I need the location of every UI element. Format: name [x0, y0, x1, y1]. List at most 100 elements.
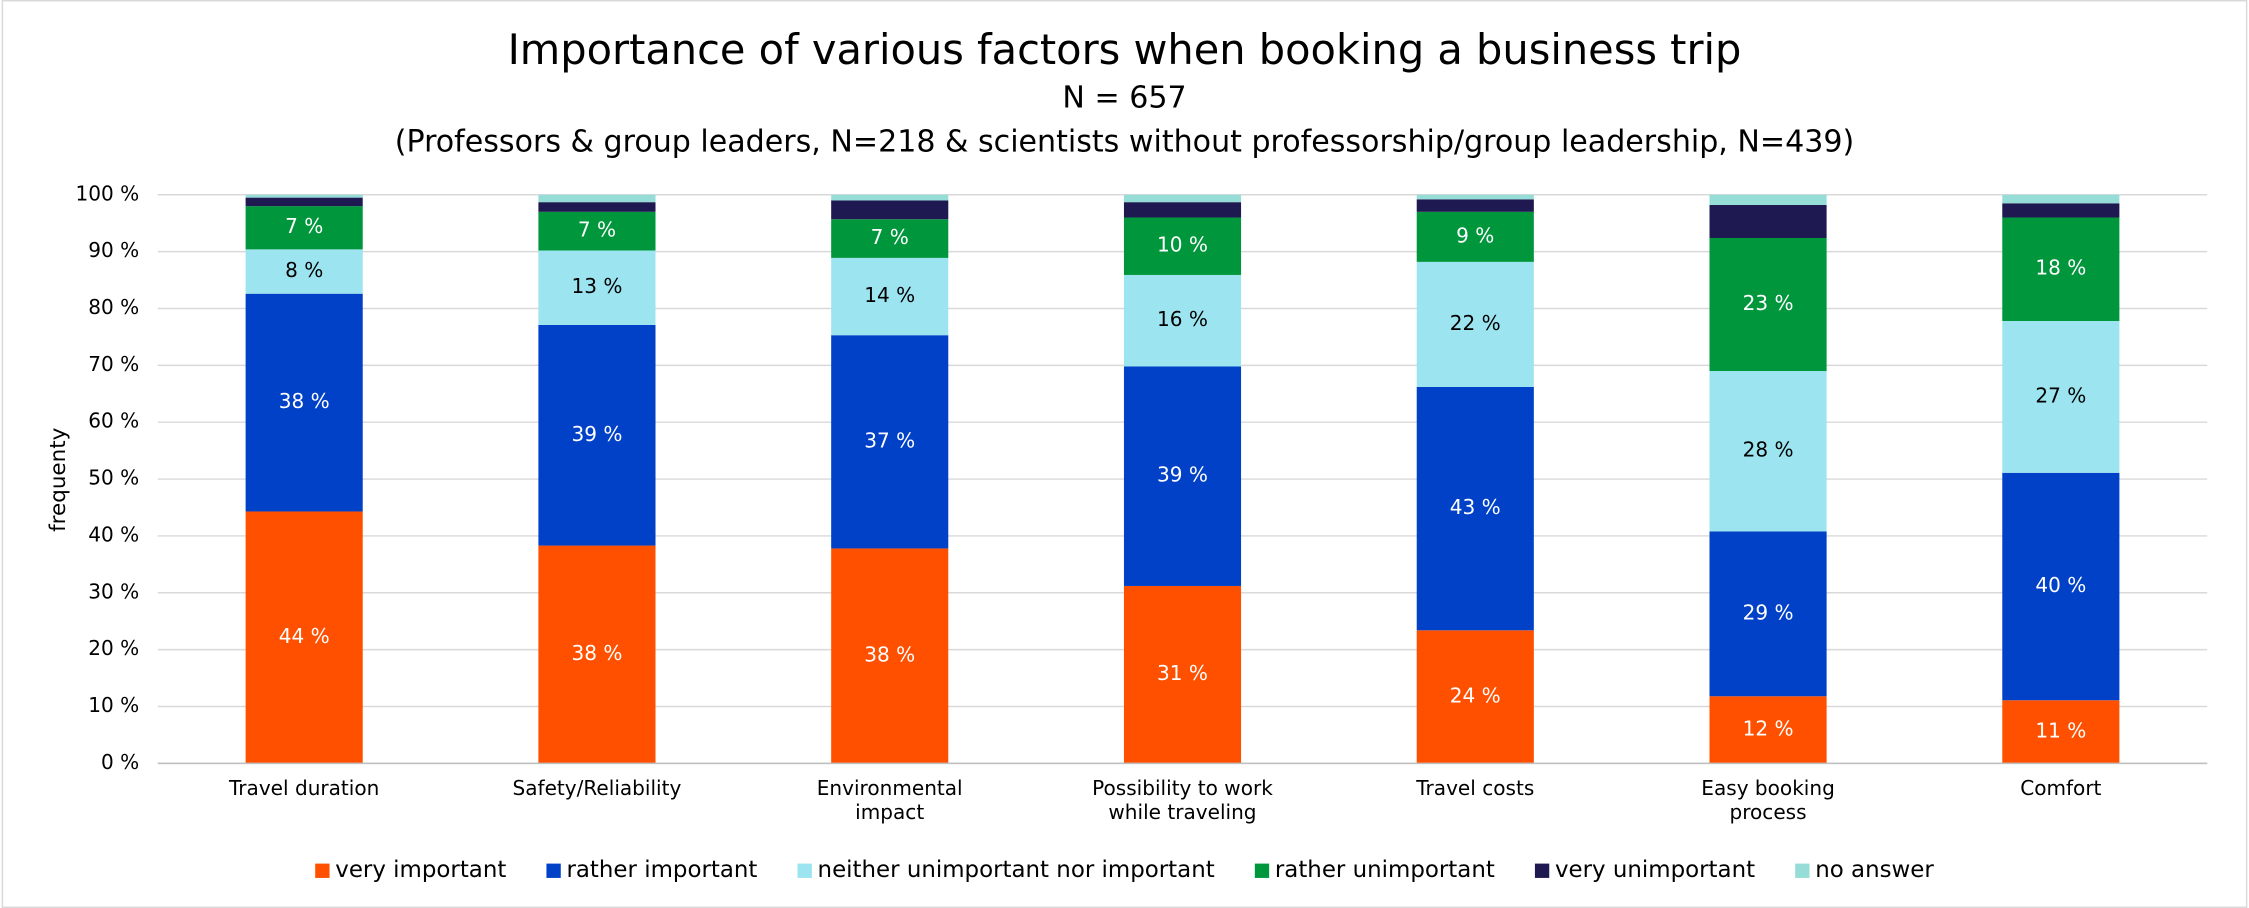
- x-label-box: Travel costs: [1416, 777, 1535, 801]
- legend: very important rather important neither un…: [315, 857, 1934, 883]
- bar-segment: [1416, 261, 1534, 387]
- chart-subtitle: (Professors & group leaders, N=218 & sci…: [395, 125, 1854, 160]
- data-label: 29 %: [1743, 600, 1794, 624]
- chart-title: Importance of various factors when booki…: [508, 25, 1742, 74]
- bar-segment: [1123, 366, 1242, 586]
- data-label: 18 %: [2035, 256, 2086, 280]
- x-tick-label: Easy booking process: [1701, 777, 1835, 825]
- bar-segment: [831, 257, 949, 336]
- bar-segment: [1416, 194, 1534, 200]
- bar-segment: [831, 194, 949, 201]
- legend-label: very unimportant: [1555, 857, 1755, 883]
- legend-swatch: [1795, 863, 1810, 878]
- legend-swatch: [546, 863, 561, 878]
- x-label-box: Comfort: [2020, 777, 2102, 801]
- data-label: 11 %: [2035, 718, 2086, 742]
- x-tick-label: Travel duration: [228, 777, 380, 801]
- y-tick-label: 0 %: [101, 750, 139, 774]
- bar-segment: [1709, 194, 1827, 206]
- bar-segment: [245, 206, 363, 250]
- bar-segment: [2002, 217, 2120, 321]
- x-label-box: Safety/Reliability: [512, 777, 682, 801]
- data-label: 14 %: [864, 283, 915, 307]
- y-axis-label: frequenty: [46, 427, 71, 532]
- data-label: 39 %: [1157, 463, 1208, 487]
- legend-swatch: [315, 863, 330, 878]
- bar-segment: [2002, 203, 2120, 218]
- bar-segment: [1416, 199, 1534, 212]
- bar-segment: [1416, 211, 1534, 262]
- data-label: 12 %: [1743, 716, 1794, 740]
- bar-segment: [538, 250, 656, 325]
- legend-label: rather unimportant: [1275, 857, 1495, 883]
- x-tick-label: Safety/Reliability: [512, 777, 682, 801]
- bar-segment: [2002, 700, 2120, 764]
- bar-segment: [538, 194, 656, 203]
- data-label: 16 %: [1157, 307, 1208, 331]
- data-label: 37 %: [864, 428, 915, 452]
- bar-segment: [831, 335, 949, 549]
- bar-segment: [1123, 585, 1242, 764]
- data-label: 31 %: [1157, 661, 1208, 685]
- bar-segment: [1709, 531, 1827, 697]
- y-tick-label: 40 %: [88, 522, 139, 546]
- data-label: 8 %: [285, 258, 323, 282]
- y-tick-label: 100 %: [75, 181, 139, 205]
- data-label: 23 %: [1743, 291, 1794, 315]
- bar-segment: [245, 194, 363, 198]
- bar-segment: [538, 324, 656, 546]
- bar-segment: [538, 202, 656, 212]
- x-label-box: Travel duration: [228, 777, 380, 801]
- bar-segment: [1709, 237, 1827, 372]
- y-tick-label: 10 %: [88, 693, 139, 717]
- bar-segment: [1416, 386, 1534, 631]
- x-tick-label: Comfort: [2020, 777, 2102, 801]
- legend-swatch: [1534, 863, 1550, 878]
- data-label: 39 %: [571, 422, 622, 446]
- bar-segment: [1709, 205, 1827, 238]
- legend-label: very important: [335, 857, 506, 883]
- bar-segment: [1709, 696, 1827, 764]
- x-label-box: Easy booking process: [1701, 777, 1835, 825]
- data-label: 10 %: [1157, 233, 1208, 257]
- data-label: 44 %: [279, 624, 330, 648]
- bar-segment: [1123, 194, 1242, 203]
- data-label: 27 %: [2035, 383, 2086, 407]
- data-label: 7 %: [285, 214, 323, 238]
- y-tick-label: 30 %: [88, 579, 139, 603]
- bar-segment: [1416, 630, 1534, 764]
- data-label: 38 %: [571, 641, 622, 665]
- legend-swatch: [1254, 863, 1270, 878]
- legend-swatch: [797, 863, 812, 878]
- data-label: 40 %: [2035, 573, 2086, 597]
- x-tick-label: Possibility to work while traveling: [1092, 777, 1273, 825]
- y-tick-label: 90 %: [88, 238, 139, 262]
- bar-segment: [245, 249, 363, 294]
- bar-segment: [831, 548, 949, 764]
- data-label: 9 %: [1456, 223, 1494, 247]
- data-label: 7 %: [578, 218, 616, 242]
- chart-subtitle: N = 657: [1062, 80, 1186, 115]
- data-label: 13 %: [571, 274, 622, 298]
- bar-segment: [245, 197, 363, 207]
- y-tick-label: 20 %: [88, 636, 139, 660]
- bar-segment: [1123, 274, 1242, 367]
- bar-segment: [245, 293, 363, 512]
- bar-segment: [2002, 320, 2120, 473]
- bar-segment: [1123, 202, 1242, 218]
- bar-segment: [831, 200, 949, 220]
- data-label: 38 %: [279, 389, 330, 413]
- data-label: 24 %: [1450, 683, 1501, 707]
- bar-segment: [1123, 217, 1242, 275]
- legend-label: rather important: [566, 857, 757, 883]
- x-tick-label: Environmental impact: [816, 777, 963, 825]
- y-tick-label: 50 %: [88, 466, 139, 490]
- bar-segment: [2002, 194, 2120, 204]
- data-label: 28 %: [1743, 438, 1794, 462]
- x-label-box: Possibility to work while traveling: [1092, 777, 1273, 825]
- x-tick-label: Travel costs: [1416, 777, 1535, 801]
- bar-segment: [245, 511, 363, 764]
- bar-segment: [2002, 472, 2120, 701]
- bar-segment: [538, 211, 656, 251]
